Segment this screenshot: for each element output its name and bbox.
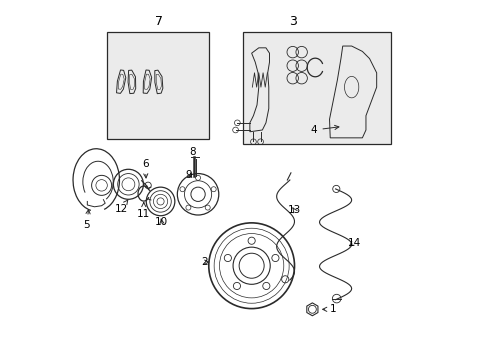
Text: 5: 5 [83, 210, 90, 230]
Text: 3: 3 [288, 14, 296, 27]
Text: 13: 13 [287, 205, 301, 215]
Text: 9: 9 [185, 170, 192, 180]
Text: 4: 4 [310, 125, 338, 135]
Text: 2: 2 [201, 257, 208, 267]
Text: 14: 14 [347, 238, 361, 248]
Text: 7: 7 [154, 14, 163, 27]
Text: 6: 6 [142, 159, 148, 178]
Bar [242, 32, 390, 144]
Text: 10: 10 [155, 217, 168, 227]
Text: 11: 11 [137, 203, 150, 219]
Text: 12: 12 [114, 200, 128, 213]
Text: 8: 8 [189, 147, 196, 157]
Text: 1: 1 [322, 304, 336, 314]
Bar [107, 32, 208, 139]
